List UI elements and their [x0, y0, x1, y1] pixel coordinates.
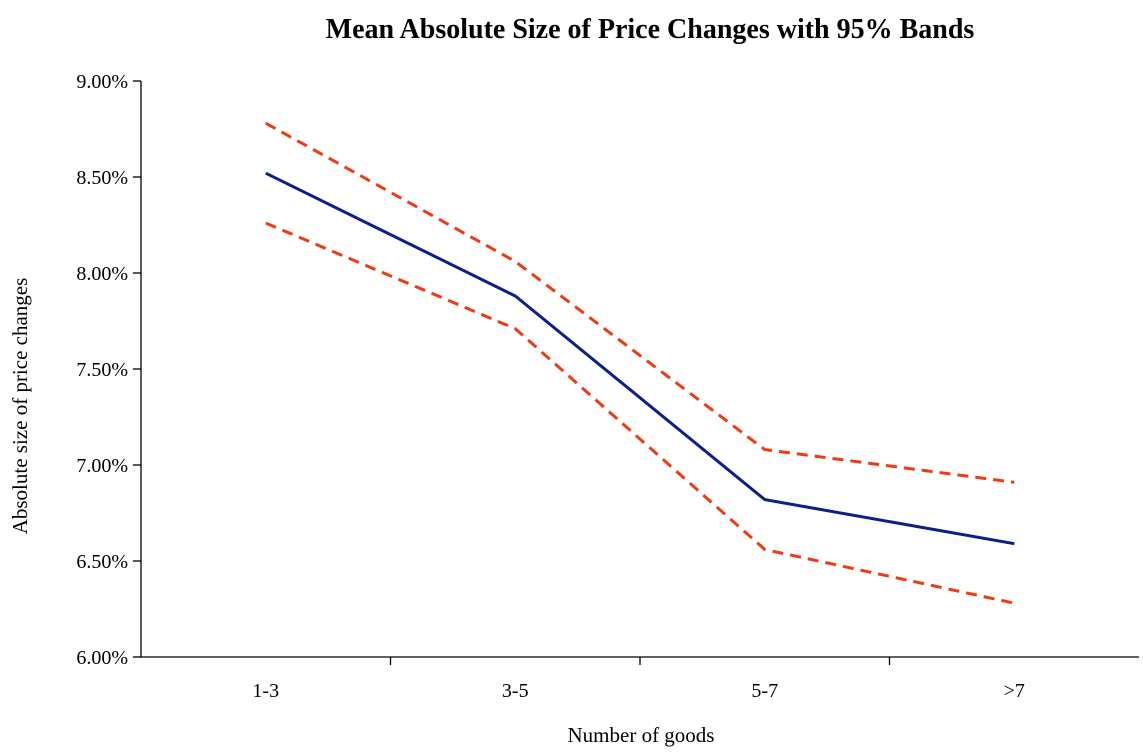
lower-band-line — [265, 221, 1015, 605]
x-tick-label: 3-5 — [502, 680, 529, 702]
x-axis-label: Number of goods — [568, 723, 715, 747]
y-tick-label: 7.50% — [76, 359, 128, 381]
x-tick-label: 1-3 — [252, 680, 279, 702]
y-tick-label: 8.00% — [76, 263, 128, 285]
tick-labels: 6.00% 6.50% 7.00% 7.50% 8.00% 8.50% 9.00% 1-3 3-… — [76, 71, 1025, 702]
mean-line — [265, 171, 1015, 546]
y-tick-label: 8.50% — [76, 167, 128, 189]
x-tick-label: >7 — [1004, 680, 1025, 702]
axes — [133, 80, 1139, 665]
series-lines — [265, 121, 1015, 605]
upper-band-line — [265, 121, 1015, 484]
y-tick-label: 7.00% — [76, 455, 128, 477]
y-tick-label: 9.00% — [76, 71, 128, 93]
chart-title: Mean Absolute Size of Price Changes with… — [326, 14, 975, 45]
y-tick-label: 6.50% — [76, 551, 128, 573]
x-tick-label: 5-7 — [751, 680, 778, 702]
y-tick-label: 6.00% — [76, 647, 128, 669]
y-axis-label: Absolute size of price changes — [8, 278, 32, 535]
